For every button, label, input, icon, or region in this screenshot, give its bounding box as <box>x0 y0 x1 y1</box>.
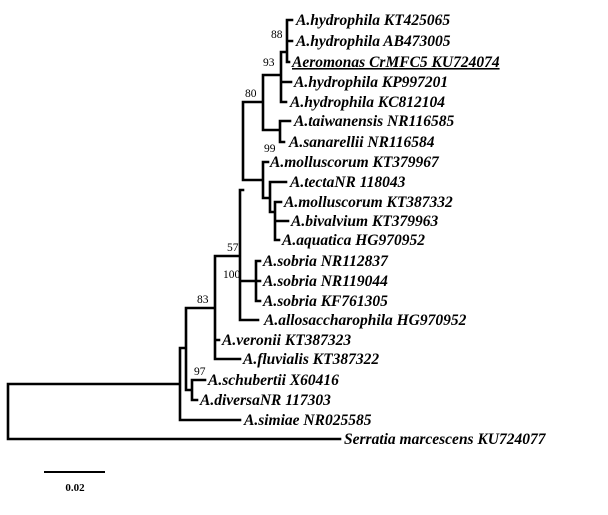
bootstrap-value: 83 <box>197 294 209 306</box>
bootstrap-value: 100 <box>223 269 241 281</box>
scale-bar-label: 0.02 <box>65 482 85 494</box>
leaf-label: A.hydrophila AB473005 <box>295 33 451 50</box>
leaf-label: A.hydrophila KC812104 <box>289 94 445 111</box>
leaf-label: A.tectaNR 118043 <box>289 174 406 191</box>
leaf-label: A.diversaNR 117303 <box>199 392 331 409</box>
scale-bar: 0.02 <box>44 471 105 494</box>
leaf-label: Aeromonas CrMFC5 KU724074 <box>291 54 500 71</box>
leaf-label: A.fluvialis KT387322 <box>242 351 379 368</box>
leaf-label: A.sobria NR119044 <box>262 273 388 290</box>
leaf-label: A.sanarellii NR116584 <box>288 134 435 151</box>
leaf-label: A.schubertii X60416 <box>207 372 339 389</box>
leaf-label: A.hydrophila KT425065 <box>295 12 450 29</box>
leaf-label: A.taiwanensis NR116585 <box>293 113 454 130</box>
tree-branches <box>6 18 342 441</box>
leaf-label: A.sobria NR112837 <box>262 253 389 270</box>
bootstrap-value: 80 <box>245 88 257 100</box>
leaf-label: A.molluscorum KT379967 <box>269 154 440 171</box>
leaf-label: A.allosaccharophila HG970952 <box>263 312 467 329</box>
bootstrap-value: 97 <box>194 366 206 378</box>
bootstrap-value: 93 <box>263 57 275 69</box>
leaf-label: A.sobria KF761305 <box>262 293 388 310</box>
leaf-label: Serratia marcescens KU724077 <box>344 431 547 448</box>
leaf-labels: A.hydrophila KT425065 A.hydrophila AB4730… <box>199 12 547 448</box>
leaf-label: A.simiae NR025585 <box>243 412 372 429</box>
bootstrap-value: 57 <box>227 242 239 254</box>
leaf-label: A.bivalvium KT379963 <box>290 213 439 230</box>
leaf-label: A.hydrophila KP997201 <box>293 74 448 91</box>
leaf-label: A.aquatica HG970952 <box>281 232 425 249</box>
bootstrap-value: 99 <box>264 143 276 155</box>
leaf-label: A.veronii KT387323 <box>221 332 351 349</box>
bootstrap-value: 88 <box>271 29 283 41</box>
bootstrap-labels: 88 93 80 99 57 100 83 97 <box>194 29 283 378</box>
leaf-label: A.molluscorum KT387332 <box>283 194 453 211</box>
